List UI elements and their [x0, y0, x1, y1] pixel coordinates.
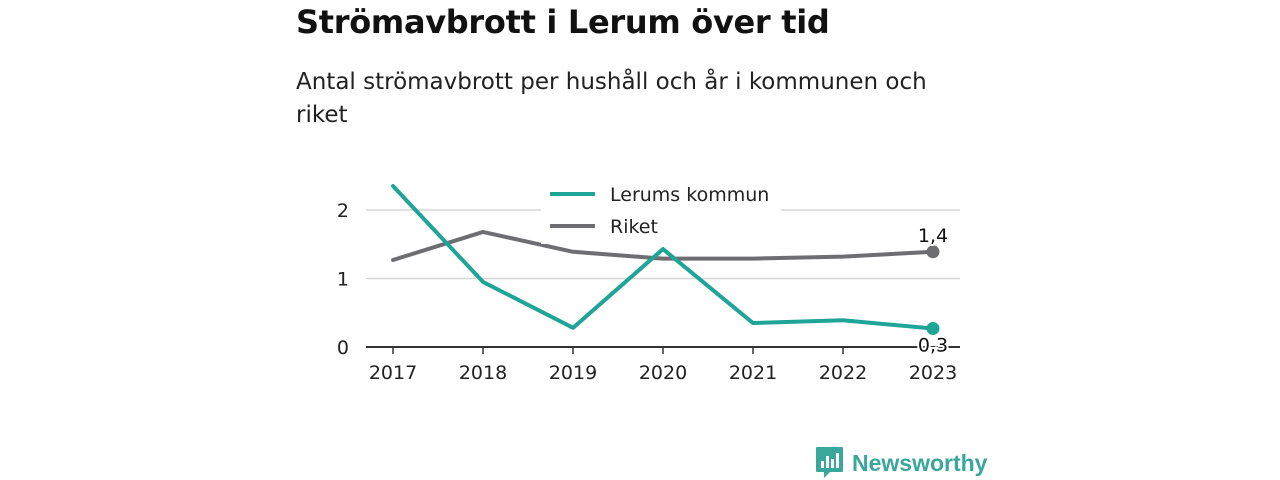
y-tick-label-1: 1 [337, 269, 349, 291]
label-layer: 0,3 1,4 [916, 223, 950, 359]
series-end-point-riket [926, 245, 940, 259]
series-end-point-lerums-kommun [926, 322, 940, 336]
x-tick-label-2021: 2021 [729, 362, 777, 384]
newsworthy-logo: Newsworthy [815, 446, 987, 480]
legend-background [541, 178, 781, 244]
x-tick-label-2023: 2023 [909, 362, 957, 384]
legend-label-riket: Riket [610, 216, 658, 238]
x-tick-label-2019: 2019 [549, 362, 597, 384]
y-tick-label-2: 2 [337, 200, 349, 222]
series-line-lerums-kommun [391, 184, 935, 331]
x-tick-label-2017: 2017 [369, 362, 417, 384]
axis-layer: 0 1 2 2017 2018 2019 2020 2021 2022 2023 [337, 200, 960, 384]
chart-legend: Lerums kommun Riket [541, 178, 781, 244]
x-tick-label-2020: 2020 [639, 362, 687, 384]
x-tick-label-2018: 2018 [459, 362, 507, 384]
chart-title: Strömavbrott i Lerum över tid [296, 3, 830, 41]
y-tick-label-0: 0 [337, 337, 349, 359]
series-line-riket [391, 229, 935, 263]
series-layer [391, 184, 940, 336]
x-tick-label-2022: 2022 [819, 362, 867, 384]
logo-text: Newsworthy [852, 450, 988, 476]
chart-subtitle: Antal strömavbrott per hushåll och år i … [296, 69, 927, 128]
legend-label-lerums-kommun: Lerums kommun [610, 184, 769, 206]
bar-chart-speech-bubble-icon [816, 447, 843, 478]
end-value-label-riket: 1,4 [918, 225, 948, 247]
end-value-label-lerums-kommun: 0,3 [918, 335, 948, 357]
